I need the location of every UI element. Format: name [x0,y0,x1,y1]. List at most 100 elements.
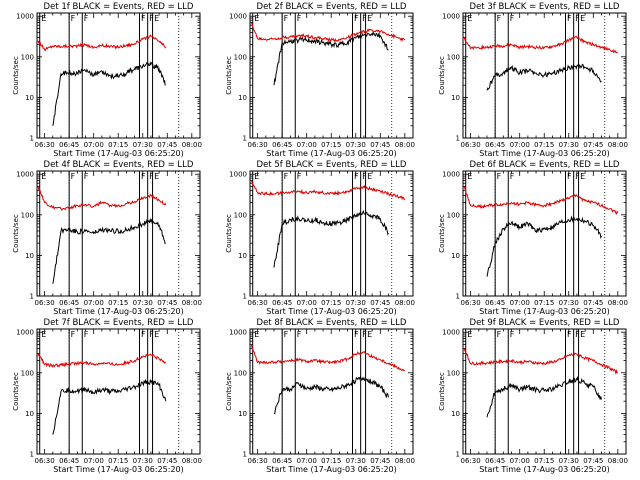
panel-7-xtick-label: 06:30 [35,457,55,465]
panel-7-flag-label-0: E [41,330,46,339]
panel-8-ytick-label: 100 [234,369,247,377]
panel-9-ytick-label: 100 [447,369,460,377]
panel-3-series-events-line [486,62,602,91]
panel-7-flag-label-5: E [154,330,159,339]
panel-2-axes-frame [249,12,414,139]
panel-2-xtick-label: 08:00 [395,141,415,149]
panel-4-flag-label-4: F [149,172,154,181]
panel-4-xtick-label: 07:45 [157,299,177,307]
panel-2-flag-label-2: F [297,14,302,23]
panel-4-flag-label-3: F [141,172,146,181]
panel-5-ytick-label: 10 [238,252,247,260]
panel-8-ytick-label: 1000 [229,329,247,337]
panel-4-flag-label-2: F [84,172,89,181]
panel-6-xtick-label: 06:30 [461,299,481,307]
panel-7-xtick-label: 07:00 [84,457,104,465]
panel-9-flag-label-4: F [575,330,580,339]
panel-6-series-lld-line [463,186,619,215]
panel-1-xtick-label: 07:00 [84,141,104,149]
panel-3-xtick-label: 08:00 [608,141,628,149]
panel-6-xlabel: Start Time (17-Aug-03 06:25:20) [479,307,610,316]
panel-7-ytick-label: 100 [21,369,34,377]
panel-6-flag-label-3: F [567,172,572,181]
panel-2-title: Det 2f BLACK = Events, RED = LLD [257,2,407,12]
panel-1-xtick-label: 07:15 [108,141,128,149]
panel-5-ytick-label: 1000 [229,171,247,179]
panel-1-ytick-label: 10 [25,94,34,102]
panel-9-xtick-label: 07:15 [534,457,554,465]
panel-3-ytick-label: 1 [456,135,460,143]
panel-1-title: Det 1f BLACK = Events, RED = LLD [44,2,194,12]
panel-6-xtick-label: 06:45 [485,299,505,307]
panel-4-ytick-label: 100 [21,211,34,219]
panel-4-title: Det 4f BLACK = Events, RED = LLD [44,160,194,170]
panel-5-flag-label-4: F [362,172,367,181]
panel-8-xtick-label: 06:45 [272,457,292,465]
panel-1-flag-label-0: E [41,14,46,23]
panel-1-flag-label-4: F [149,14,154,23]
panel-4-axes-frame [36,170,201,297]
panel-2-ytick-label: 1 [243,135,247,143]
panel-5-xtick-label: 06:30 [248,299,268,307]
panel-1-xtick-label: 07:30 [133,141,153,149]
panel-1-ytick-label: 1000 [16,13,34,21]
panel-3-ylabel: Counts/sec [438,56,446,95]
panel-9-ytick-label: 10 [451,410,460,418]
panel-7-xtick-label: 07:30 [133,457,153,465]
panel-8-ylabel: Counts/sec [225,372,233,411]
panel-4-xtick-label: 07:30 [133,299,153,307]
panel-9-xtick-label: 07:30 [559,457,579,465]
panel-6-axes-frame [462,170,627,297]
panel-3-xtick-label: 07:15 [534,141,554,149]
panel-4-xlabel: Start Time (17-Aug-03 06:25:20) [53,307,184,316]
panel-2-xtick-label: 07:30 [346,141,366,149]
panel-5-xtick-label: 07:00 [297,299,317,307]
panel-9-xlabel: Start Time (17-Aug-03 06:25:20) [479,465,610,474]
panel-7-flag-label-3: F [141,330,146,339]
panel-9-xtick-label: 07:45 [583,457,603,465]
panel-4-series-events-line [52,217,166,284]
panel-8-series-events-line [273,375,389,415]
panel-7-xtick-label: 06:45 [59,457,79,465]
panel-4-ylabel: Counts/sec [12,214,20,253]
panel-6-flag-label-4: F [575,172,580,181]
panel-1-series-events-line [52,61,166,126]
panel-5-xlabel: Start Time (17-Aug-03 06:25:20) [266,307,397,316]
panel-8-xtick-label: 06:30 [248,457,268,465]
panel-3-ytick-label: 100 [447,53,460,61]
panel-8-xtick-label: 07:45 [370,457,390,465]
panel-9-series-lld-line [463,348,618,375]
panel-3-xtick-label: 06:45 [485,141,505,149]
panel-6-xtick-label: 07:45 [583,299,603,307]
panel-8-title: Det 8f BLACK = Events, RED = LLD [257,318,407,328]
panel-3-flag-label-5: E [580,14,585,23]
panel-3-flag-label-3: F [567,14,572,23]
panel-4-ytick-label: 1000 [16,171,34,179]
panel-2-xtick-label: 07:00 [297,141,317,149]
panel-5-xtick-label: 07:15 [321,299,341,307]
panel-1-flag-label-3: F [141,14,146,23]
panel-5-flag-label-0: E [254,172,259,181]
panel-4-ytick-label: 1 [30,293,34,301]
panel-2-flag-label-5: E [367,14,372,23]
panel-2-flag-label-4: F [362,14,367,23]
panel-3-ytick-label: 1000 [442,13,460,21]
panel-6-series-events-line [486,215,602,277]
panel-6-flag-label-2: F [510,172,515,181]
panel-8-flag-label-2: F [297,330,302,339]
panel-2-ylabel: Counts/sec [225,56,233,95]
panel-9-xtick-label: 06:30 [461,457,481,465]
panel-1-flag-label-2: F [84,14,89,23]
panel-3-ytick-label: 10 [451,94,460,102]
panel-4-xtick-label: 08:00 [182,299,202,307]
panel-6-ylabel: Counts/sec [438,214,446,253]
panel-7-xtick-label: 07:15 [108,457,128,465]
panel-5-xtick-label: 08:00 [395,299,415,307]
panel-2-xtick-label: 06:45 [272,141,292,149]
panel-1-series-lld-line [37,34,167,52]
panel-9-flag-label-5: E [580,330,585,339]
panel-6-ytick-label: 1 [456,293,460,301]
panel-7-ylabel: Counts/sec [12,372,20,411]
panel-6-xtick-label: 07:00 [510,299,530,307]
